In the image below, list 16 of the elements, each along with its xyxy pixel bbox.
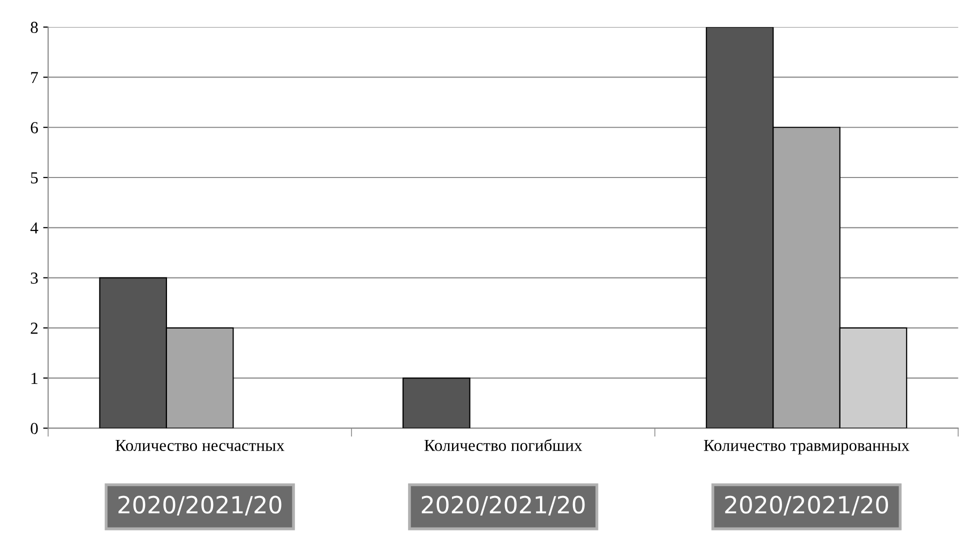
y-tick-label: 0 bbox=[30, 422, 38, 434]
x-tick-label: Количество несчастных bbox=[116, 440, 284, 452]
x-tick-label: Количество погибших bbox=[424, 438, 582, 452]
y-tick-label: 4 bbox=[30, 222, 38, 234]
text: 2020/2021/20 bbox=[725, 496, 888, 516]
y-tick-label: 8 bbox=[30, 22, 38, 34]
y-tick-label: 2 bbox=[30, 322, 38, 334]
text: 2020/2021/20 bbox=[118, 496, 282, 516]
bar bbox=[402, 377, 470, 428]
y-tick-label: 5 bbox=[31, 172, 38, 184]
y-tick-label: 1 bbox=[32, 372, 38, 384]
x-tick-label: Количество травмированных bbox=[704, 440, 910, 454]
y-tick-label: 7 bbox=[31, 72, 38, 84]
y-tick-label: 3 bbox=[30, 272, 38, 284]
text: 2020/2021/20 bbox=[422, 496, 585, 516]
y-tick-label: 6 bbox=[30, 122, 38, 134]
